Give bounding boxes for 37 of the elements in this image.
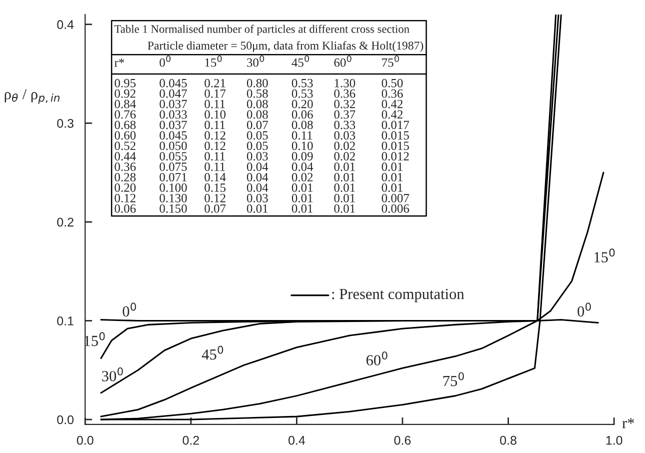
annotation: Particle diameter = 50μm, data from Kliafas & Holt(1987) [148, 41, 424, 52]
annotation: 45$^{0}$ [202, 346, 224, 360]
text: 0.12 0.130 0.12 0.03 0.01 0.01 0.007 [114, 194, 410, 202]
annotation: : Present computation [332, 288, 464, 302]
text: 0.95 0.045 0.21 0.80 0.53 1.30 0.50 [114, 78, 403, 88]
x-tick-label: 0.2 [182, 436, 199, 445]
annotation: 30$^{0}$ [102, 367, 123, 382]
text: 0.52 0.050 0.12 0.05 0.10 0.02 0.015 [114, 142, 409, 150]
text: 0.36 0.075 0.11 0.04 0.04 0.01 0.01 [114, 162, 402, 172]
y-tick-label: 0.1 [57, 316, 74, 326]
y-tick-label: 0.4 [57, 20, 74, 30]
text: 0.60 0.045 0.12 0.05 0.11 0.03 0.015 [114, 131, 409, 140]
annotation: 15$^{0}$ [594, 248, 615, 262]
text: 0.44 0.055 0.11 0.03 0.09 0.02 0.012 [114, 152, 409, 161]
x-tick-label: 0.6 [394, 436, 411, 445]
y-tick-label: 0.2 [57, 218, 74, 227]
annotation: 60$^{0}$ [366, 351, 388, 366]
text: 0.76 0.033 0.10 0.08 0.06 0.37 0.42 [114, 110, 403, 119]
x-tick-label: 0.0 [76, 436, 94, 445]
annotation: 0$^{0}$ [122, 302, 136, 317]
y-tick-label: 0.3 [57, 118, 74, 128]
text: r* 0$^{0}$ 15$^{0}$ 30$^{0}$ 45$^{0}$ 60$^{0}$ 75$^{0}$ [114, 55, 399, 67]
x-tick-label: 0.8 [500, 436, 516, 445]
text: 0.92 0.047 0.17 0.58 0.53 0.36 0.36 [114, 89, 403, 98]
annotation: 75$^{0}$ [443, 372, 464, 386]
text: 0.06 0.150 0.07 0.01 0.01 0.01 0.006 [114, 204, 410, 213]
text: 0.20 0.100 0.15 0.04 0.01 0.01 0.01 [114, 183, 402, 192]
text: 0.84 0.037 0.11 0.08 0.20 0.32 0.42 [114, 100, 403, 108]
text: 0.68 0.037 0.11 0.07 0.08 0.33 0.017 [114, 120, 410, 130]
annotation: Table 1 Normalised number of particles at different cross section [114, 24, 410, 36]
x-tick-label: 0.4 [288, 436, 306, 445]
y-tick-label: 0.0 [57, 415, 74, 424]
annotation: 0$^{0}$ [578, 302, 591, 317]
y-axis-title: ρ$_{θ}$ / ρ$_{p,in}$ [4, 89, 60, 104]
x-axis-title: r* [622, 418, 634, 428]
x-tick-label: 1.0 [606, 436, 622, 445]
text: 0.28 0.071 0.14 0.04 0.02 0.01 0.01 [114, 172, 402, 182]
